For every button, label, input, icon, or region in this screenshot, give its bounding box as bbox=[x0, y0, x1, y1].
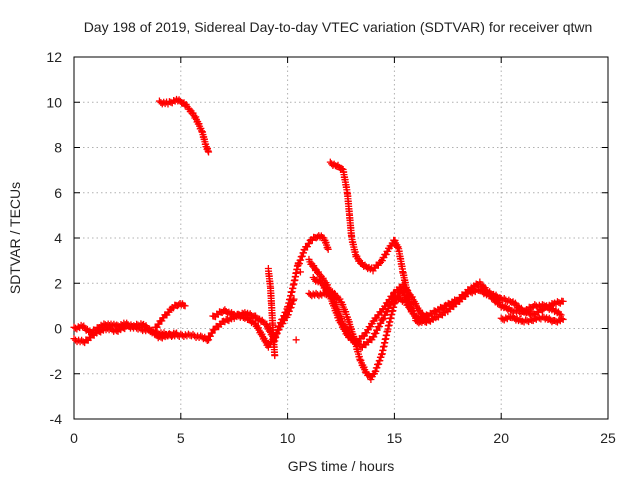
y-tick-label: -4 bbox=[50, 411, 63, 427]
data-point bbox=[556, 310, 564, 318]
x-tick-label: 5 bbox=[177, 430, 185, 446]
data-point bbox=[296, 268, 304, 276]
y-tick-label: 8 bbox=[54, 140, 62, 156]
data-point bbox=[539, 306, 547, 314]
y-axis-label: SDTVAR / TECUs bbox=[7, 182, 23, 294]
y-tick-label: 4 bbox=[54, 230, 62, 246]
series-segment-late-c bbox=[497, 313, 567, 326]
tick-labels: 0 5 10 15 20 25 -4 -2 0 2 4 6 8 10 12 bbox=[46, 49, 616, 446]
data-point bbox=[305, 239, 313, 247]
data-point bbox=[203, 337, 211, 345]
series-segment-high-arc bbox=[155, 95, 213, 156]
data-point bbox=[500, 295, 508, 303]
x-tick-label: 25 bbox=[600, 430, 616, 446]
data-point bbox=[378, 257, 386, 265]
data-point bbox=[70, 335, 78, 343]
y-tick-label: 6 bbox=[54, 185, 62, 201]
chart-title: Day 198 of 2019, Sidereal Day-to-day VTE… bbox=[84, 19, 593, 35]
x-tick-label: 10 bbox=[280, 430, 296, 446]
y-tick-label: 2 bbox=[54, 275, 62, 291]
data-point bbox=[189, 330, 197, 338]
x-tick-label: 20 bbox=[493, 430, 509, 446]
grid-layer bbox=[74, 57, 608, 419]
y-tick-label: 10 bbox=[46, 94, 62, 110]
data-point bbox=[324, 245, 332, 253]
data-point bbox=[191, 114, 199, 122]
data-point bbox=[558, 315, 566, 323]
series-segment-spike-9 bbox=[264, 264, 279, 360]
series-segment-hump-11 bbox=[294, 232, 332, 268]
y-tick-label: 0 bbox=[54, 321, 62, 337]
data-point bbox=[559, 297, 567, 305]
data-point bbox=[367, 323, 375, 331]
data-point bbox=[372, 329, 380, 337]
data-point bbox=[557, 311, 565, 319]
data-point bbox=[375, 323, 383, 331]
data-point bbox=[275, 326, 283, 334]
data-point bbox=[146, 325, 154, 333]
data-point bbox=[171, 330, 179, 338]
data-point bbox=[173, 329, 181, 337]
data-point bbox=[290, 295, 298, 303]
data-point bbox=[311, 266, 319, 274]
x-axis-label: GPS time / hours bbox=[288, 458, 395, 474]
y-tick-label: 12 bbox=[46, 49, 62, 65]
data-point bbox=[382, 250, 390, 258]
series-segment-early-wave bbox=[70, 319, 181, 342]
data-point bbox=[181, 302, 189, 310]
data-point bbox=[205, 148, 213, 156]
data-point bbox=[559, 315, 567, 323]
x-tick-label: 0 bbox=[70, 430, 78, 446]
data-point bbox=[380, 314, 388, 322]
y-tick-label: -2 bbox=[50, 366, 63, 382]
data-point bbox=[271, 352, 279, 360]
series-segment-early-bump bbox=[151, 299, 189, 331]
series-segment-dip-c bbox=[309, 274, 433, 346]
data-point bbox=[292, 336, 300, 344]
data-point bbox=[384, 247, 392, 255]
data-point bbox=[389, 292, 397, 300]
data-point bbox=[526, 315, 534, 323]
data-point bbox=[233, 310, 241, 318]
data-point bbox=[379, 316, 387, 324]
data-point bbox=[535, 314, 543, 322]
data-point bbox=[453, 297, 461, 305]
x-tick-label: 15 bbox=[387, 430, 403, 446]
data-point bbox=[363, 329, 371, 337]
data-point bbox=[279, 320, 287, 328]
series-segment-late-b bbox=[416, 278, 567, 323]
data-point bbox=[336, 295, 344, 303]
data-marks bbox=[70, 95, 567, 383]
